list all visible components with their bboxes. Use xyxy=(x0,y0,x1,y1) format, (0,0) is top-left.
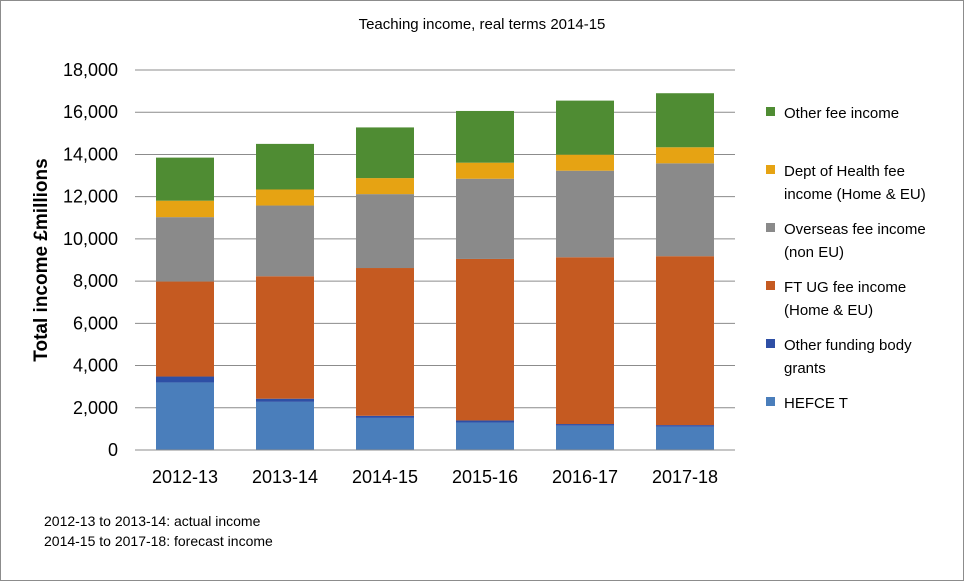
y-tick-label: 2,000 xyxy=(73,398,118,418)
legend-swatch xyxy=(766,165,775,174)
y-tick-label: 10,000 xyxy=(63,229,118,249)
bar-segment-hefce-t xyxy=(156,382,214,450)
legend-item: Other fee income xyxy=(766,105,899,122)
bar-segment-other-funding-body-grants xyxy=(656,425,714,427)
legend-swatch xyxy=(766,397,775,406)
bar-segment-overseas-fee-income-non-eu xyxy=(656,163,714,257)
bar-segment-other-funding-body-grants xyxy=(256,398,314,402)
chart-title: Teaching income, real terms 2014-15 xyxy=(359,16,606,33)
bar-segment-ft-ug-fee-income-home-eu xyxy=(456,258,514,421)
x-tick-label: 2015-16 xyxy=(452,467,518,487)
legend-swatch xyxy=(766,339,775,348)
x-tick-label: 2017-18 xyxy=(652,467,718,487)
legend-label: Dept of Health fee xyxy=(784,163,905,180)
annotation-actual: 2012-13 to 2013-14: actual income xyxy=(44,513,261,529)
bar-segment-dept-of-health-fee-income-home-eu xyxy=(356,178,414,195)
bar-stack-2014-15 xyxy=(356,127,414,450)
bar-segment-overseas-fee-income-non-eu xyxy=(356,194,414,269)
bar-segment-dept-of-health-fee-income-home-eu xyxy=(156,200,214,218)
legend-item: Overseas fee income (non EU) xyxy=(766,221,926,261)
y-tick-label: 0 xyxy=(108,440,118,460)
bar-stack-2012-13 xyxy=(156,157,214,450)
legend-label: (non EU) xyxy=(784,244,844,261)
x-tick-label: 2016-17 xyxy=(552,467,618,487)
y-tick-label: 6,000 xyxy=(73,313,118,333)
y-tick-label: 16,000 xyxy=(63,102,118,122)
gridlines xyxy=(135,69,735,409)
bar-segment-ft-ug-fee-income-home-eu xyxy=(656,256,714,426)
bars xyxy=(156,93,714,450)
bar-segment-overseas-fee-income-non-eu xyxy=(156,217,214,282)
bar-segment-other-fee-income xyxy=(256,143,314,190)
bar-segment-ft-ug-fee-income-home-eu xyxy=(356,268,414,416)
legend-swatch xyxy=(766,223,775,232)
annotation-forecast: 2014-15 to 2017-18: forecast income xyxy=(44,533,273,549)
legend-item: Other funding body grants xyxy=(766,337,912,377)
x-tick-label: 2014-15 xyxy=(352,467,418,487)
bar-segment-other-fee-income xyxy=(356,127,414,179)
bar-segment-other-fee-income xyxy=(456,110,514,163)
y-tick-label: 4,000 xyxy=(73,356,118,376)
bar-stack-2013-14 xyxy=(256,143,314,450)
bar-segment-ft-ug-fee-income-home-eu xyxy=(156,281,214,377)
x-tick-label: 2013-14 xyxy=(252,467,318,487)
x-tick-label: 2012-13 xyxy=(152,467,218,487)
legend-item: HEFCE T xyxy=(766,395,848,412)
legend-swatch xyxy=(766,281,775,290)
bar-segment-dept-of-health-fee-income-home-eu xyxy=(456,162,514,179)
bar-stack-2016-17 xyxy=(556,100,614,450)
bar-segment-other-fee-income xyxy=(556,100,614,155)
bar-segment-other-fee-income xyxy=(156,157,214,201)
y-tick-labels: 0 2,000 4,000 6,000 8,000 10,000 12,000 14,000 1… xyxy=(63,60,118,460)
legend-label: grants xyxy=(784,360,826,377)
legend-label: (Home & EU) xyxy=(784,302,873,319)
legend: Other fee income Dept of Health fee income… xyxy=(766,105,926,412)
y-tick-label: 12,000 xyxy=(63,187,118,207)
legend-label: HEFCE T xyxy=(784,395,848,412)
legend-item: Dept of Health fee income (Home & EU) xyxy=(766,163,926,203)
bar-segment-hefce-t xyxy=(356,417,414,450)
bar-segment-overseas-fee-income-non-eu xyxy=(256,205,314,277)
bar-segment-overseas-fee-income-non-eu xyxy=(456,178,514,259)
bar-segment-dept-of-health-fee-income-home-eu xyxy=(656,147,714,164)
y-tick-label: 18,000 xyxy=(63,60,118,80)
y-axis-label: Total income £millions xyxy=(31,158,52,361)
bar-segment-other-funding-body-grants xyxy=(156,376,214,383)
bar-segment-other-funding-body-grants xyxy=(456,420,514,423)
y-tick-label: 14,000 xyxy=(63,144,118,164)
bar-segment-other-funding-body-grants xyxy=(356,415,414,418)
bar-segment-hefce-t xyxy=(256,401,314,450)
bar-segment-hefce-t xyxy=(456,422,514,450)
legend-label: income (Home & EU) xyxy=(784,186,926,203)
legend-item: FT UG fee income (Home & EU) xyxy=(766,279,906,319)
y-tick-label: 8,000 xyxy=(73,271,118,291)
bar-segment-ft-ug-fee-income-home-eu xyxy=(256,276,314,399)
legend-label: Other fee income xyxy=(784,105,899,122)
bar-segment-overseas-fee-income-non-eu xyxy=(556,170,614,258)
bar-segment-hefce-t xyxy=(556,425,614,450)
bar-segment-dept-of-health-fee-income-home-eu xyxy=(256,189,314,206)
legend-label: Other funding body xyxy=(784,337,912,354)
x-tick-labels: 2012-13 2013-14 2014-15 2015-16 2016-17 2017-… xyxy=(152,467,718,487)
bar-segment-hefce-t xyxy=(656,426,714,450)
legend-label: Overseas fee income xyxy=(784,221,926,238)
bar-segment-ft-ug-fee-income-home-eu xyxy=(556,257,614,425)
bar-segment-other-fee-income xyxy=(656,93,714,148)
legend-label: FT UG fee income xyxy=(784,279,906,296)
bar-segment-other-funding-body-grants xyxy=(556,424,614,426)
bar-stack-2015-16 xyxy=(456,110,514,450)
legend-swatch xyxy=(766,107,775,116)
bar-segment-dept-of-health-fee-income-home-eu xyxy=(556,154,614,171)
bar-stack-2017-18 xyxy=(656,93,714,450)
